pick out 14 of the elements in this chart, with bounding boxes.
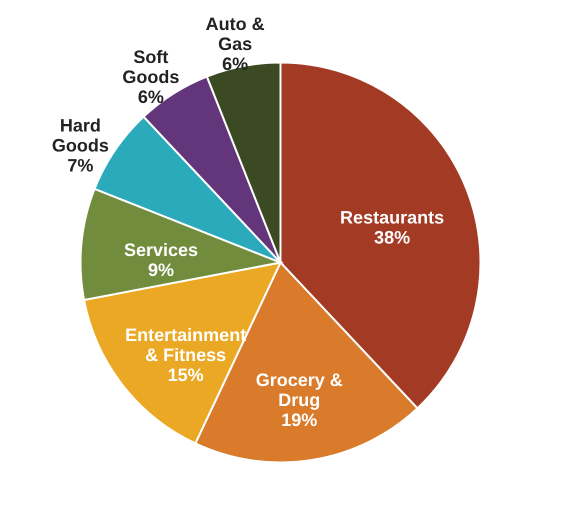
slice-label: Services [124,240,198,260]
data-label: 7% [67,155,94,176]
slice-label: Hard Goods [52,115,109,156]
slice-label: Restaurants [340,207,444,228]
slice-label: Grocery & Drug [256,370,343,410]
slice-label: Soft Goods [122,47,180,88]
data-label: 19% [281,410,318,430]
data-label: 9% [148,260,174,280]
data-label: 38% [374,227,410,248]
slice-label: Auto & Gas [206,14,265,54]
data-label: 6% [222,54,248,74]
data-label: 15% [168,365,204,386]
slice-label: Entertainment & Fitness [125,325,246,366]
data-label: 6% [138,87,164,108]
